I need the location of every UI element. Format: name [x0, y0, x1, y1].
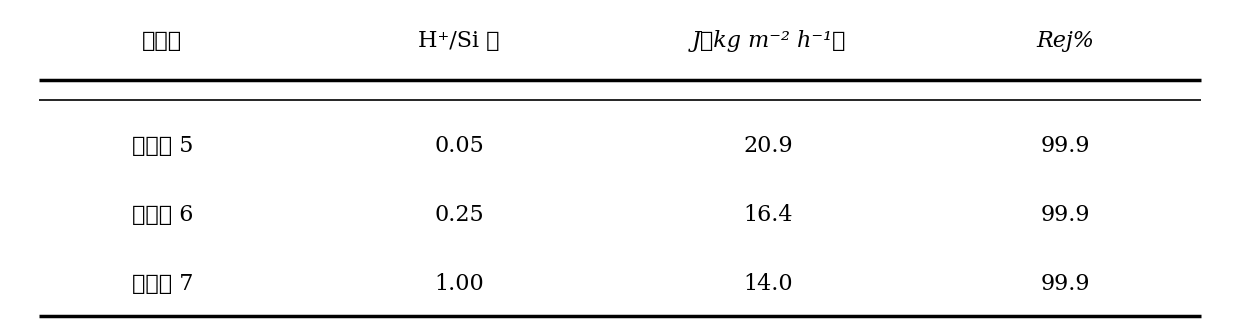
Text: 0.05: 0.05: [434, 135, 484, 157]
Text: 0.25: 0.25: [434, 204, 484, 226]
Text: 实施例 6: 实施例 6: [131, 204, 193, 226]
Text: 1.00: 1.00: [434, 273, 484, 295]
Text: 16.4: 16.4: [744, 204, 794, 226]
Text: 99.9: 99.9: [1040, 273, 1090, 295]
Text: 14.0: 14.0: [744, 273, 794, 295]
Text: 20.9: 20.9: [744, 135, 794, 157]
Text: 99.9: 99.9: [1040, 135, 1090, 157]
Text: Rej%: Rej%: [1037, 30, 1095, 52]
Text: 99.9: 99.9: [1040, 204, 1090, 226]
Text: H⁺/Si 比: H⁺/Si 比: [418, 30, 500, 52]
Text: 实施例: 实施例: [143, 30, 182, 52]
Text: J（kg m⁻² h⁻¹）: J（kg m⁻² h⁻¹）: [691, 30, 846, 52]
Text: 实施例 7: 实施例 7: [131, 273, 193, 295]
Text: 实施例 5: 实施例 5: [131, 135, 193, 157]
